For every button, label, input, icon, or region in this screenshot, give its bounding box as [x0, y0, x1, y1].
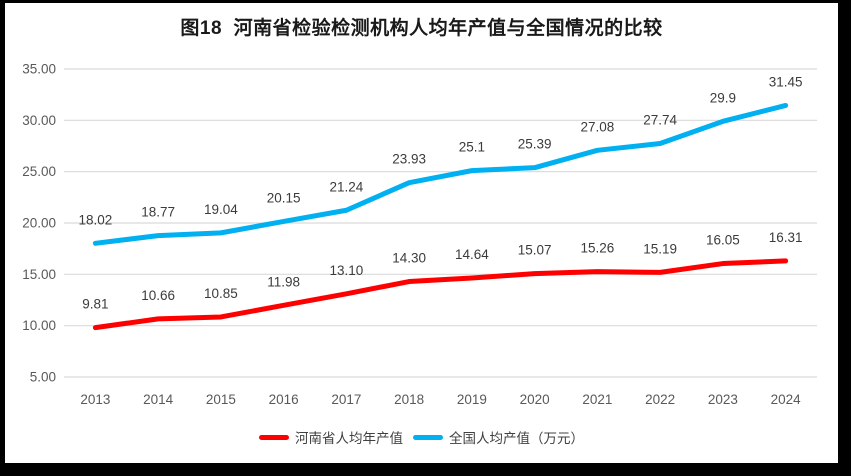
data-label: 21.24	[329, 179, 363, 194]
data-label: 20.15	[267, 190, 301, 205]
series-line	[92, 258, 789, 331]
x-axis-tick-label: 2024	[771, 392, 802, 407]
y-axis-tick-label: 35.00	[22, 62, 56, 77]
data-label: 13.10	[329, 263, 363, 278]
y-axis-tick-label: 15.00	[22, 267, 56, 282]
data-label: 16.05	[706, 233, 740, 248]
data-label: 11.98	[267, 274, 300, 289]
y-axis-tick-label: 30.00	[22, 113, 56, 128]
x-axis-tick-label: 2013	[80, 392, 110, 407]
x-axis-tick-label: 2016	[269, 392, 299, 407]
data-label: 9.81	[82, 297, 108, 312]
x-axis-tick-label: 2021	[582, 392, 612, 407]
data-label: 25.1	[459, 140, 485, 155]
data-label: 10.85	[204, 286, 238, 301]
x-axis-tick-label: 2017	[331, 392, 361, 407]
series-line	[92, 102, 789, 246]
chart-legend: 河南省人均年产值 全国人均产值（万元）	[5, 427, 838, 447]
data-label: 18.77	[141, 205, 175, 220]
data-label: 29.9	[710, 90, 736, 105]
x-axis-tick-label: 2019	[457, 392, 487, 407]
y-axis-tick-label: 20.00	[22, 216, 56, 231]
data-label: 14.30	[392, 251, 426, 266]
data-label: 15.26	[580, 241, 614, 256]
chart-figure: 5.00 10.00 15.00 20.00 25.00 30.00 35.00 2013 20…	[5, 3, 838, 463]
x-axis-tick-label: 2015	[206, 392, 236, 407]
data-label: 31.45	[769, 74, 803, 89]
data-label: 19.04	[204, 202, 238, 217]
data-label: 25.39	[518, 137, 552, 152]
data-label: 15.19	[643, 241, 677, 256]
legend-item: 全国人均产值（万元）	[413, 427, 584, 447]
line-chart-canvas: 5.00 10.00 15.00 20.00 25.00 30.00 35.00 2013 20…	[22, 62, 817, 407]
x-axis-tick-label: 2023	[708, 392, 738, 407]
data-label: 14.64	[455, 247, 489, 262]
x-axis-tick-label: 2018	[394, 392, 424, 407]
y-axis-tick-label: 25.00	[22, 164, 56, 179]
x-axis-tick-label: 2014	[143, 392, 174, 407]
legend-line-swatch	[413, 434, 443, 440]
data-label: 23.93	[392, 152, 426, 167]
x-axis-tick-label: 2022	[645, 392, 675, 407]
data-label: 10.66	[141, 288, 175, 303]
data-label: 15.07	[518, 243, 552, 258]
chart-title: 图18 河南省检验检测机构人均年产值与全国情况的比较	[180, 18, 663, 39]
data-label: 27.74	[643, 113, 677, 128]
y-axis-tick-label: 5.00	[30, 370, 56, 385]
legend-label: 河南省人均年产值	[295, 431, 403, 446]
legend-item: 河南省人均年产值	[259, 427, 403, 447]
data-label: 27.08	[580, 119, 614, 134]
data-label: 16.31	[769, 230, 803, 245]
y-axis-tick-label: 10.00	[22, 318, 56, 333]
data-label: 18.02	[78, 212, 112, 227]
x-axis-tick-label: 2020	[520, 392, 550, 407]
legend-line-swatch	[259, 434, 289, 440]
legend-label: 全国人均产值（万元）	[449, 431, 584, 446]
